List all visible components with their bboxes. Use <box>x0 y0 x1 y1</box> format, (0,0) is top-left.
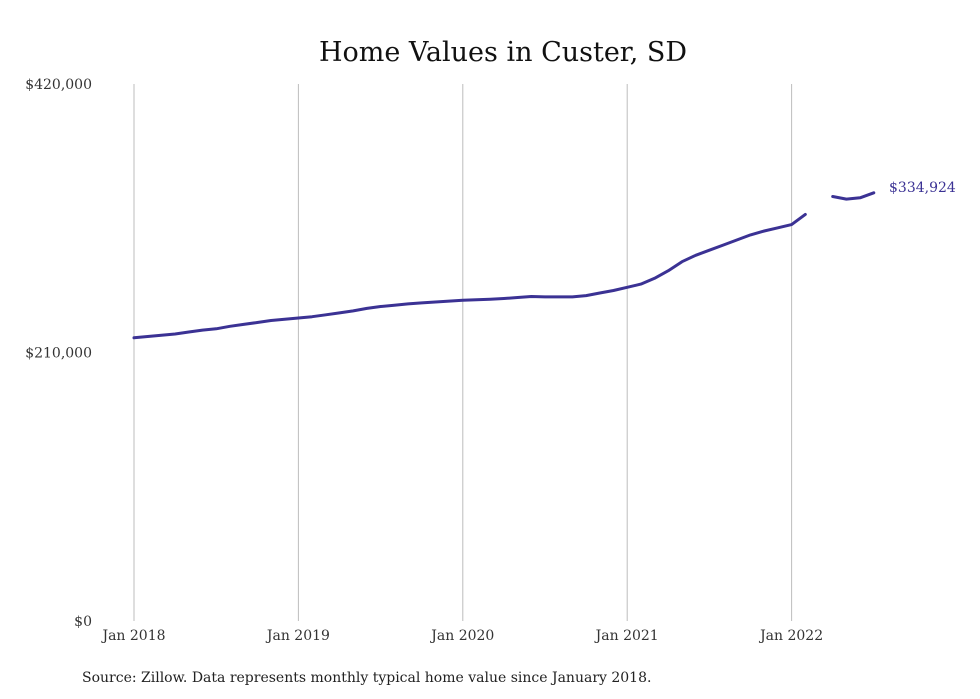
x-tick-label: Jan 2022 <box>758 628 823 644</box>
gridlines <box>133 84 793 621</box>
x-tick-label: Jan 2019 <box>265 628 330 644</box>
y-tick-label: $420,000 <box>25 77 92 93</box>
source-note: Source: Zillow. Data represents monthly … <box>82 670 651 686</box>
x-tick-label: Jan 2020 <box>429 628 494 644</box>
y-tick-label: $210,000 <box>25 346 92 362</box>
y-axis: $420,000 $210,000 $0 <box>25 77 92 630</box>
chart-title: Home Values in Custer, SD <box>319 37 687 68</box>
series-line-segment <box>132 212 807 340</box>
x-tick-label: Jan 2021 <box>594 628 659 644</box>
end-value-label: $334,924 <box>889 180 956 196</box>
series-layer <box>132 191 876 340</box>
x-tick-label: Jan 2018 <box>100 628 165 644</box>
series-line-segment <box>831 191 876 201</box>
y-tick-label: $0 <box>74 614 92 630</box>
x-axis: Jan 2018 Jan 2019 Jan 2020 Jan 2021 Jan 2022 <box>100 628 823 644</box>
